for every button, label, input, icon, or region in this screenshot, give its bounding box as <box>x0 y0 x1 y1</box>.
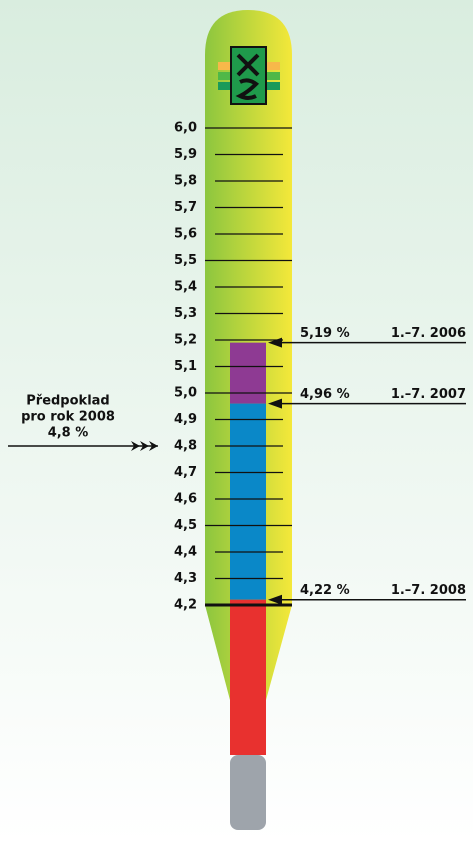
annotation-value: 4,96 % <box>300 387 350 402</box>
y-tick-label: 5,1 <box>174 359 197 374</box>
y-tick-label: 4,4 <box>174 545 197 560</box>
annotation-period: 1.–7. 2007 <box>391 387 466 402</box>
annotation-period: 1.–7. 2006 <box>391 326 466 341</box>
annotation-value: 5,19 % <box>300 326 350 341</box>
y-tick-label: 4,6 <box>174 492 197 507</box>
logo <box>218 46 280 105</box>
y-tick-label: 4,8 <box>174 439 197 454</box>
level-bar <box>230 403 266 600</box>
forecast-arrow <box>140 441 149 451</box>
y-tick-label: 4,9 <box>174 412 197 427</box>
y-tick-label: 4,2 <box>174 598 197 613</box>
forecast-value: 4,8 % <box>48 426 89 441</box>
annotation-value: 4,22 % <box>300 583 350 598</box>
y-tick-label: 4,7 <box>174 465 197 480</box>
annotation-arrow <box>268 337 282 348</box>
forecast-arrow <box>131 441 140 451</box>
forecast-label: Předpoklad <box>26 394 109 409</box>
y-tick-label: 5,3 <box>174 306 197 321</box>
forecast-label: pro rok 2008 <box>21 410 115 425</box>
level-bar <box>230 342 266 404</box>
y-tick-label: 5,9 <box>174 147 197 162</box>
y-tick-label: 4,3 <box>174 571 197 586</box>
y-tick-label: 5,7 <box>174 200 197 215</box>
y-tick-label: 5,6 <box>174 227 197 242</box>
thermometer-bulb <box>230 755 266 830</box>
y-tick-label: 5,2 <box>174 333 197 348</box>
forecast-arrow <box>149 441 158 451</box>
y-tick-label: 5,4 <box>174 280 197 295</box>
y-tick-label: 5,0 <box>174 386 197 401</box>
y-tick-label: 4,5 <box>174 518 197 533</box>
y-tick-label: 6,0 <box>174 121 197 136</box>
level-bar <box>230 599 266 755</box>
annotation-arrow <box>268 594 282 605</box>
y-tick-label: 5,5 <box>174 253 197 268</box>
y-tick-label: 5,8 <box>174 174 197 189</box>
annotation-arrow <box>268 398 282 409</box>
annotation-period: 1.–7. 2008 <box>391 583 466 598</box>
